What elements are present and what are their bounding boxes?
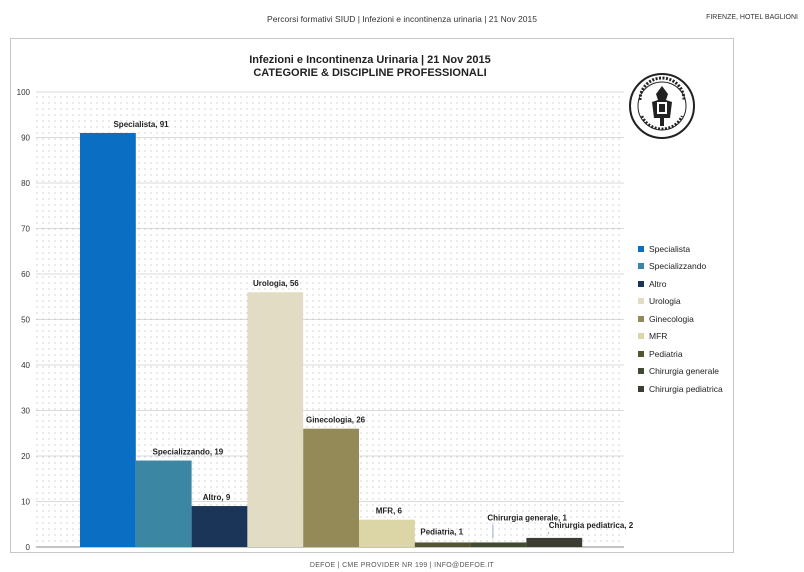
legend-swatch [638,315,644,322]
y-tick-label: 30 [21,407,30,416]
legend-item: MFR [638,328,734,346]
chart-legend: Specialista Specializzando Altro Urologia Gi… [638,240,734,398]
legend-swatch [638,350,644,357]
siud-logo-seal [629,73,695,139]
page-footer: DEFOE | CME PROVIDER NR 199 | INFO@DEFOE… [309,562,495,569]
legend-label: Specializzando [649,261,707,272]
legend-swatch [638,333,644,340]
legend-swatch [638,280,644,287]
y-tick-label: 50 [21,316,30,325]
bar-chirurgia-pediatrica [526,537,583,547]
y-tick-label: 80 [21,179,30,188]
legend-label: Altro [649,278,667,289]
bar-pediatria [414,542,471,547]
legend-label: Chirurgia generale [649,366,719,377]
bar-ginecologia [303,428,359,547]
legend-label: Pediatria [649,348,683,359]
bar-mfr [359,519,415,547]
data-label: Chirurgia pediatrica, 2 [549,521,634,530]
legend-swatch [638,263,644,270]
legend-item: Pediatria [638,345,734,363]
bar-altro [191,506,248,547]
chart-title-block: Infezioni e Incontinenza Urinaria | 21 N… [100,54,640,80]
legend-item: Chirurgia pediatrica [638,380,734,398]
page-header-location: FIRENZE, HOTEL BAGLIONI [706,14,798,21]
legend-swatch [638,298,644,305]
y-tick-label: 0 [26,543,31,552]
data-label: Specialista, 91 [113,120,169,129]
y-tick-label: 10 [21,498,30,507]
y-tick-label: 70 [21,225,30,234]
y-tick-label: 100 [17,88,31,97]
legend-item: Ginecologia [638,310,734,328]
data-label: MFR, 6 [376,507,403,516]
legend-label: Urologia [649,296,681,307]
legend-item: Chirurgia generale [638,363,734,381]
y-tick-label: 90 [21,134,30,143]
page-header-title: Percorsi formativi SIUD | Infezioni e in… [267,14,537,24]
chart-subtitle: CATEGORIE & DISCIPLINE PROFESSIONALI [253,67,487,79]
legend-item: Specialista [638,240,734,258]
y-tick-label: 20 [21,452,30,461]
bar-specializzando [135,460,192,547]
data-label: Urologia, 56 [253,279,299,288]
legend-label: Specialista [649,243,691,254]
legend-label: Chirurgia pediatrica [649,383,723,394]
bar-chirurgia-generale [470,542,527,547]
data-label: Specializzando, 19 [153,448,224,457]
bar-urologia [247,292,304,547]
legend-swatch [638,245,644,252]
siud-logo [628,72,696,140]
data-label: Ginecologia, 26 [306,416,366,425]
legend-item: Specializzando [638,258,734,276]
data-label: Chirurgia generale, 1 [487,513,567,522]
legend-swatch [638,368,644,375]
legend-item: Altro [638,275,734,293]
legend-item: Urologia [638,293,734,311]
bar-specialista [80,132,136,547]
y-tick-label: 40 [21,361,30,370]
data-label: Pediatria, 1 [420,527,463,536]
y-tick-label: 60 [21,270,30,279]
legend-label: MFR [649,331,668,342]
legend-label: Ginecologia [649,313,694,324]
data-label: Altro, 9 [203,493,231,502]
chart-title: Infezioni e Incontinenza Urinaria | 21 N… [249,54,491,66]
legend-swatch [638,385,644,392]
